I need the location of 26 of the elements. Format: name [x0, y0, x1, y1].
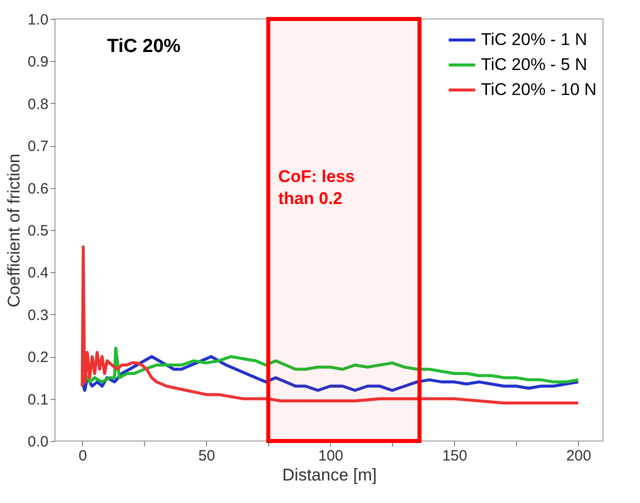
y-tick-label: 0.2: [28, 349, 48, 366]
x-tick-label: 100: [318, 448, 344, 464]
y-tick-label: 0.3: [28, 306, 48, 324]
y-tick-label: 1.0: [28, 12, 48, 28]
x-tick-label: 150: [442, 448, 468, 464]
x-tick-label: 200: [566, 448, 592, 464]
legend-label: TiC 20% - 10 N: [481, 80, 597, 99]
x-tick-label: 0: [78, 448, 87, 464]
legend-label: TiC 20% - 5 N: [481, 55, 588, 74]
y-axis-title: Coefficient of friction: [4, 154, 24, 308]
legend-label: TiC 20% - 1 N: [481, 30, 588, 49]
line-series: [80, 346, 580, 388]
y-tick-label: 0.8: [28, 96, 48, 113]
y-tick-label: 0.0: [28, 434, 48, 450]
y-tick-label: 0.5: [28, 222, 48, 240]
y-tick-label: 0.4: [28, 264, 48, 282]
line-series: [80, 355, 580, 392]
x-tick-label: 50: [198, 448, 216, 464]
text: TiC 20%: [107, 36, 181, 57]
x-axis-title: Distance [m]: [282, 466, 377, 484]
y-tick-label: 0.1: [28, 391, 48, 408]
y-tick-label: 0.6: [28, 180, 48, 198]
y-tick-label: 0.9: [28, 54, 48, 71]
band-label: CoF: less than 0.2: [278, 167, 355, 208]
y-tick-label: 0.7: [28, 138, 48, 156]
line-series: [80, 245, 580, 405]
